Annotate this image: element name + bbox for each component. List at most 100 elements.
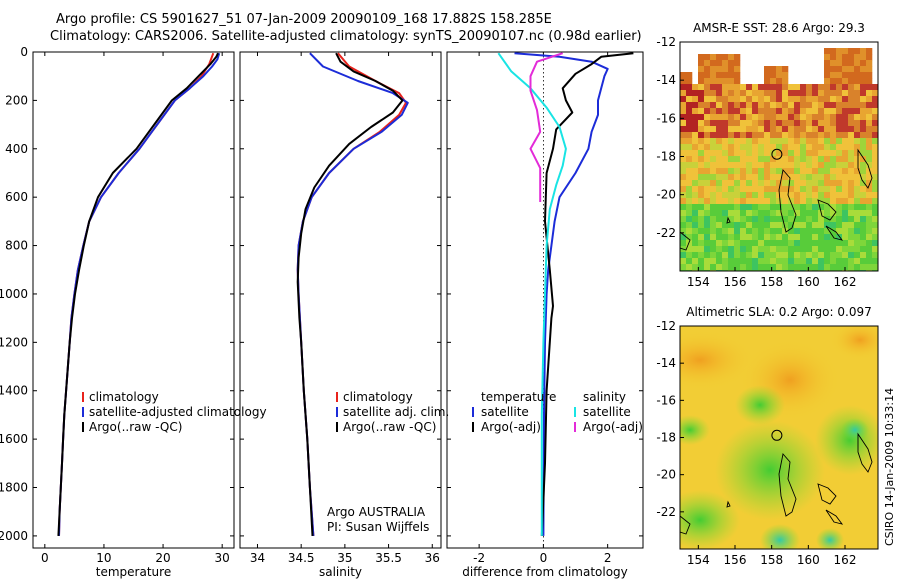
y-tick-label: 600 xyxy=(5,190,28,204)
lat-tick-label: -20 xyxy=(656,468,676,482)
argo-location-marker xyxy=(771,429,783,441)
y-tick-label: 2000 xyxy=(0,529,28,543)
series-line-1 xyxy=(514,52,609,536)
legend-label: satellite-adjusted climatology xyxy=(89,405,267,419)
lat-tick-label: -20 xyxy=(656,188,676,202)
sst-map: -12 -14 -16 -18 -20 -22 154 156 158 160 162 AMSR-E … xyxy=(656,21,879,289)
series-line-3 xyxy=(296,52,404,536)
lon-tick-label: 162 xyxy=(834,553,857,567)
plot-frame xyxy=(32,51,235,549)
coastline xyxy=(726,500,731,508)
lon-tick-label: 154 xyxy=(687,553,710,567)
x-tick-label: 34.5 xyxy=(288,551,315,565)
sla-field xyxy=(680,326,878,549)
coastline xyxy=(817,483,837,505)
header-line-1: Argo profile: CS 5901627_51 07-Jan-2009 … xyxy=(56,12,552,27)
lon-tick-label: 156 xyxy=(724,275,747,289)
map-title: Altimetric SLA: 0.2 Argo: 0.097 xyxy=(686,305,871,319)
lat-tick-label: -16 xyxy=(656,111,676,125)
x-tick-label: 35 xyxy=(337,551,352,565)
y-tick-label: 1000 xyxy=(0,287,28,301)
lon-tick-label: 154 xyxy=(687,275,710,289)
y-tick-label: 1600 xyxy=(0,432,28,446)
series-line-4 xyxy=(529,52,564,202)
x-tick-label: 0 xyxy=(540,551,548,565)
series-line-3 xyxy=(497,52,567,536)
lat-tick-label: -12 xyxy=(656,35,676,49)
lon-tick-label: 160 xyxy=(797,553,820,567)
x-tick-label: 36 xyxy=(425,551,440,565)
legend-label: climatology xyxy=(89,390,159,404)
legend-label: satellite xyxy=(481,405,529,419)
coastline xyxy=(857,148,873,189)
x-tick-label: 10 xyxy=(96,551,111,565)
y-tick-label: 1400 xyxy=(0,384,28,398)
legend-title-salinity: salinity xyxy=(583,390,626,404)
y-tick-label: 0 xyxy=(20,45,28,59)
lon-tick-label: 156 xyxy=(724,553,747,567)
legend-label: Argo(..raw -QC) xyxy=(343,420,436,434)
plot-frame xyxy=(446,51,644,549)
lat-tick-label: -22 xyxy=(656,226,676,240)
coastline xyxy=(825,509,844,525)
coastline xyxy=(857,432,873,473)
legend-label: Argo(..raw -QC) xyxy=(89,420,182,434)
series-line-2 xyxy=(540,52,634,536)
coastline xyxy=(680,515,691,535)
legend-label: Argo(-adj) xyxy=(583,420,643,434)
y-tick-label: 1800 xyxy=(0,481,28,495)
coastline xyxy=(817,199,837,221)
lat-tick-label: -22 xyxy=(656,505,676,519)
y-tick-label: 1200 xyxy=(0,335,28,349)
legend-label: satellite adj. clim. xyxy=(343,405,449,419)
legend-label: satellite xyxy=(583,405,631,419)
lon-tick-label: 158 xyxy=(760,275,783,289)
x-tick-label: -2 xyxy=(473,551,485,565)
x-axis-label: salinity xyxy=(319,565,362,579)
y-tick-label: 800 xyxy=(5,239,28,253)
series-line-1 xyxy=(58,52,215,536)
lat-tick-label: -18 xyxy=(656,150,676,164)
legend-label: climatology xyxy=(343,390,413,404)
x-tick-label: 2 xyxy=(604,551,612,565)
x-tick-label: 20 xyxy=(155,551,170,565)
sla-map: -12 -14 -16 -18 -20 -22 154 156 158 160 162 Altimet… xyxy=(656,305,879,567)
coastline xyxy=(778,453,797,517)
y-tick-label: 200 xyxy=(5,93,28,107)
series-line-2 xyxy=(58,52,221,536)
argo-location-marker xyxy=(771,148,783,160)
x-tick-label: 35.5 xyxy=(375,551,402,565)
lat-tick-label: -14 xyxy=(656,73,676,87)
profile-panel-1: 0 200 400 600 800 1000 1200 1400 1600 1800 2000 0 10… xyxy=(0,45,267,579)
coastline xyxy=(680,231,691,251)
panel-annotation: Argo AUSTRALIA xyxy=(327,505,426,519)
lon-tick-label: 162 xyxy=(834,275,857,289)
lon-tick-label: 158 xyxy=(760,553,783,567)
lat-tick-label: -16 xyxy=(656,393,676,407)
x-tick-label: 0 xyxy=(41,551,49,565)
profile-panel-2: 34 34.5 35 35.5 36 salinity climatologysatelli… xyxy=(239,51,449,579)
y-tick-label: 400 xyxy=(5,142,28,156)
panel-annotation: PI: Susan Wijffels xyxy=(327,520,429,534)
x-axis-label: difference from climatology xyxy=(462,565,628,579)
series-line-3 xyxy=(57,52,219,536)
x-tick-label: 34 xyxy=(250,551,265,565)
coastline xyxy=(778,169,797,233)
lon-tick-label: 160 xyxy=(797,275,820,289)
lat-tick-label: -12 xyxy=(656,319,676,333)
coastline xyxy=(825,225,844,241)
x-axis-label: temperature xyxy=(96,565,171,579)
legend-title-temperature: temperature xyxy=(481,390,556,404)
plot-frame xyxy=(239,51,442,549)
series-line-2 xyxy=(296,52,409,536)
sst-field xyxy=(680,42,878,271)
x-tick-label: 30 xyxy=(215,551,230,565)
map-title: AMSR-E SST: 28.6 Argo: 29.3 xyxy=(693,21,865,35)
lat-tick-label: -18 xyxy=(656,431,676,445)
lat-tick-label: -14 xyxy=(656,356,676,370)
header-line-2: Climatology: CARS2006. Satellite-adjuste… xyxy=(50,29,642,44)
legend-label: Argo(-adj) xyxy=(481,420,541,434)
coastline xyxy=(726,216,731,224)
